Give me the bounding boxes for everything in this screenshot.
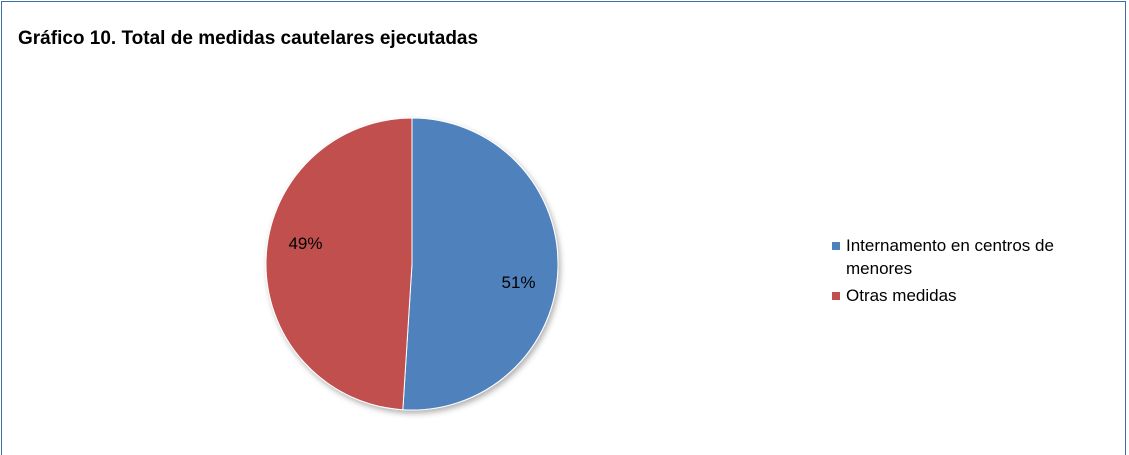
pie-slice xyxy=(402,117,559,411)
legend-label: Internamento en centros de menores xyxy=(846,236,1054,278)
data-label: 51% xyxy=(502,273,536,292)
chart-title: Gráfico 10. Total de medidas cautelares … xyxy=(18,28,479,49)
legend-label: Otras medidas xyxy=(846,286,957,305)
data-label: 49% xyxy=(288,234,322,253)
legend-item: Otras medidas xyxy=(832,284,1122,307)
legend-swatch xyxy=(832,242,840,250)
legend-item: Internamento en centros de menores xyxy=(832,234,1122,280)
legend: Internamento en centros de menores Otras … xyxy=(832,234,1122,311)
pie xyxy=(265,117,559,411)
pie-slice xyxy=(265,117,413,411)
legend-swatch xyxy=(832,292,840,300)
